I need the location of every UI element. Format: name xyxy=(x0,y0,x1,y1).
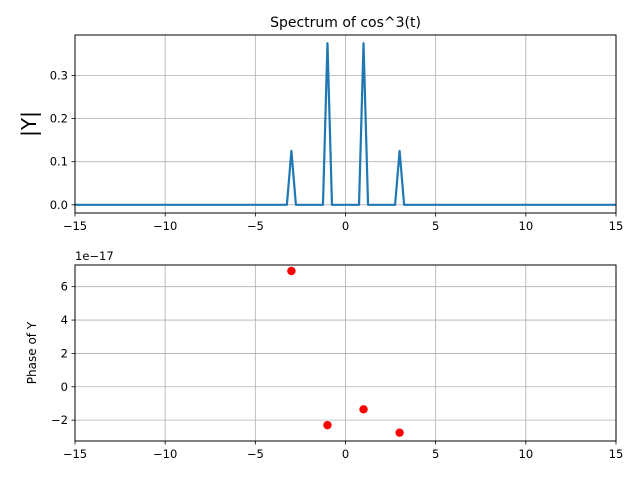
top-x-tick-label: −15 xyxy=(63,219,87,233)
bottom-x-tick-label: −15 xyxy=(63,447,87,461)
bottom-plot-y-ticks: −2 0 2 4 6 xyxy=(51,280,75,427)
top-x-tick-label: −10 xyxy=(153,219,177,233)
spectrum-magnitude-plot: Spectrum of cos^3(t) |Y| −15 −10 −5 0 5 10 15 … xyxy=(17,15,623,233)
bottom-y-tick-label: 4 xyxy=(61,313,68,327)
top-y-tick-label: 0.3 xyxy=(50,69,68,83)
bottom-x-tick-label: 0 xyxy=(342,447,349,461)
bottom-y-tick-label: 6 xyxy=(61,280,68,294)
phase-point xyxy=(323,420,332,430)
bottom-plot-grid xyxy=(74,265,617,441)
top-x-tick-label: −5 xyxy=(247,219,264,233)
bottom-plot-x-ticks: −15 −10 −5 0 5 10 15 xyxy=(63,441,623,461)
phase-point xyxy=(287,266,296,276)
bottom-x-tick-label: −10 xyxy=(153,447,177,461)
top-y-tick-label: 0.1 xyxy=(50,155,68,169)
bottom-y-tick-label: −2 xyxy=(51,413,68,427)
top-x-tick-label: 10 xyxy=(519,219,534,233)
top-plot-series xyxy=(75,42,616,206)
bottom-x-tick-label: −5 xyxy=(247,447,264,461)
top-plot-ylabel: |Y| xyxy=(17,111,41,137)
bottom-plot-series xyxy=(287,266,404,437)
top-x-tick-label: 15 xyxy=(609,219,624,233)
top-x-tick-label: 0 xyxy=(342,219,349,233)
phase-plot: Phase of Y 1e−17 −15 −10 −5 0 5 10 15 −2 0 2 4 6 xyxy=(25,249,623,461)
top-y-tick-label: 0.2 xyxy=(50,112,68,126)
top-x-tick-label: 5 xyxy=(432,219,439,233)
bottom-x-tick-label: 15 xyxy=(609,447,624,461)
bottom-plot-ylabel: Phase of Y xyxy=(25,321,39,384)
top-y-tick-label: 0.0 xyxy=(50,198,68,212)
bottom-y-tick-label: 0 xyxy=(61,380,68,394)
bottom-y-tick-label: 2 xyxy=(61,346,68,360)
top-plot-title: Spectrum of cos^3(t) xyxy=(270,15,421,31)
bottom-x-tick-label: 5 xyxy=(432,447,439,461)
spectrum-line xyxy=(75,42,616,206)
phase-point xyxy=(395,428,404,437)
phase-point xyxy=(359,405,368,414)
bottom-plot-offset-text: 1e−17 xyxy=(75,249,114,263)
top-plot-y-ticks: 0.0 0.1 0.2 0.3 xyxy=(50,69,75,212)
bottom-x-tick-label: 10 xyxy=(519,447,534,461)
top-plot-x-ticks: −15 −10 −5 0 5 10 15 xyxy=(63,213,623,233)
